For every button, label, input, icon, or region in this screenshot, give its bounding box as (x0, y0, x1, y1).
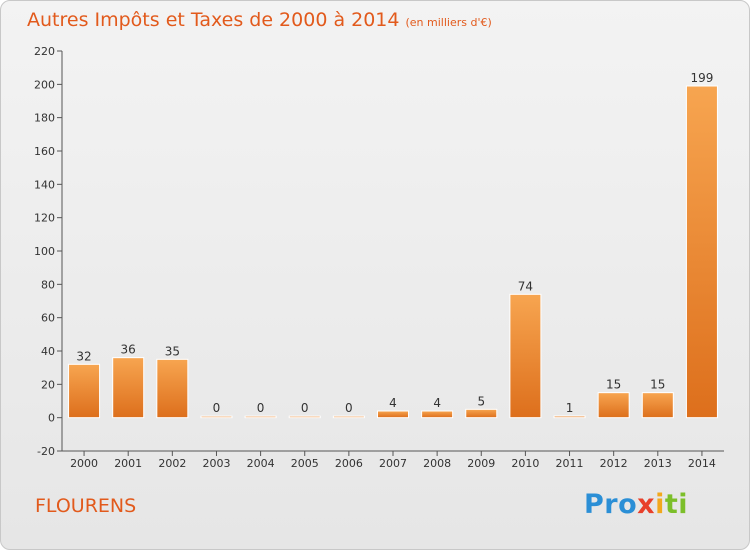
bar (156, 358, 189, 419)
x-tick-label: 2006 (335, 457, 363, 470)
bar (553, 415, 586, 419)
bar (112, 357, 145, 419)
bar-value-label: 199 (690, 71, 713, 85)
x-tick-label: 2009 (467, 457, 495, 470)
x-tick-label: 2005 (291, 457, 319, 470)
bar-value-label: 0 (301, 401, 309, 415)
logo-part-3: i (655, 489, 665, 520)
bar (200, 415, 233, 419)
bar-value-label: 1 (566, 401, 574, 415)
x-tick-label: 2003 (202, 457, 230, 470)
x-tick-label: 2001 (114, 457, 142, 470)
bar (597, 392, 630, 419)
x-tick-label: 2014 (688, 457, 716, 470)
bar-value-label: 32 (76, 349, 91, 363)
y-tick-label: 80 (41, 278, 55, 291)
bar (377, 410, 409, 419)
y-tick-label: 220 (34, 45, 55, 58)
logo-part-1: Pro (584, 489, 638, 520)
x-tick-label: 2012 (600, 457, 628, 470)
bar-value-label: 4 (389, 396, 397, 410)
bar-value-label: 0 (257, 401, 265, 415)
y-tick-label: 60 (41, 312, 55, 325)
bar-value-label: 36 (121, 343, 136, 357)
x-tick-label: 2013 (644, 457, 672, 470)
title-unit: (en milliers d'€) (405, 16, 492, 29)
logo-part-4: ti (664, 489, 689, 520)
bar (288, 415, 321, 419)
bar-value-label: 0 (345, 401, 353, 415)
y-tick-label: 200 (34, 78, 55, 91)
bar (421, 410, 454, 419)
title-text: Autres Impôts et Taxes de 2000 à 2014 (27, 9, 400, 31)
x-tick-label: 2002 (158, 457, 186, 470)
x-tick-label: 2007 (379, 457, 407, 470)
bar (244, 415, 277, 419)
proxiti-logo: Proxiti (584, 489, 688, 520)
y-tick-label: 20 (41, 378, 55, 391)
y-tick-label: 140 (34, 178, 55, 191)
y-tick-label: 40 (41, 345, 55, 358)
x-tick-label: 2008 (423, 457, 451, 470)
x-tick-label: 2000 (70, 457, 98, 470)
bar (332, 415, 365, 419)
x-tick-label: 2011 (556, 457, 584, 470)
y-tick-label: 120 (34, 212, 55, 225)
bar-value-label: 15 (650, 378, 665, 392)
bar-value-label: 15 (606, 378, 621, 392)
bar-value-label: 0 (213, 401, 221, 415)
bar (509, 293, 542, 419)
y-tick-label: 180 (34, 112, 55, 125)
bar-value-label: 35 (165, 344, 180, 358)
bar-value-label: 4 (433, 396, 441, 410)
x-tick-label: 2010 (511, 457, 539, 470)
x-tick-label: 2004 (247, 457, 275, 470)
chart-title: Autres Impôts et Taxes de 2000 à 2014 (en… (27, 9, 492, 31)
value-labels: 32 36 35 0 0 0 0 4 4 5 74 1 15 15 199 (76, 71, 713, 415)
bar (641, 392, 674, 419)
y-tick-label: 160 (34, 145, 55, 158)
y-tick-label: 100 (34, 245, 55, 258)
bar (68, 363, 101, 419)
bar (685, 85, 718, 419)
bars (68, 85, 718, 419)
logo-part-2: x (637, 489, 656, 520)
y-tick-label: -20 (37, 445, 55, 458)
bar-value-label: 5 (477, 394, 485, 408)
y-tick-label: 0 (48, 412, 55, 425)
commune-name: FLOURENS (35, 495, 137, 517)
bar (465, 408, 498, 419)
bar-value-label: 74 (518, 279, 533, 293)
